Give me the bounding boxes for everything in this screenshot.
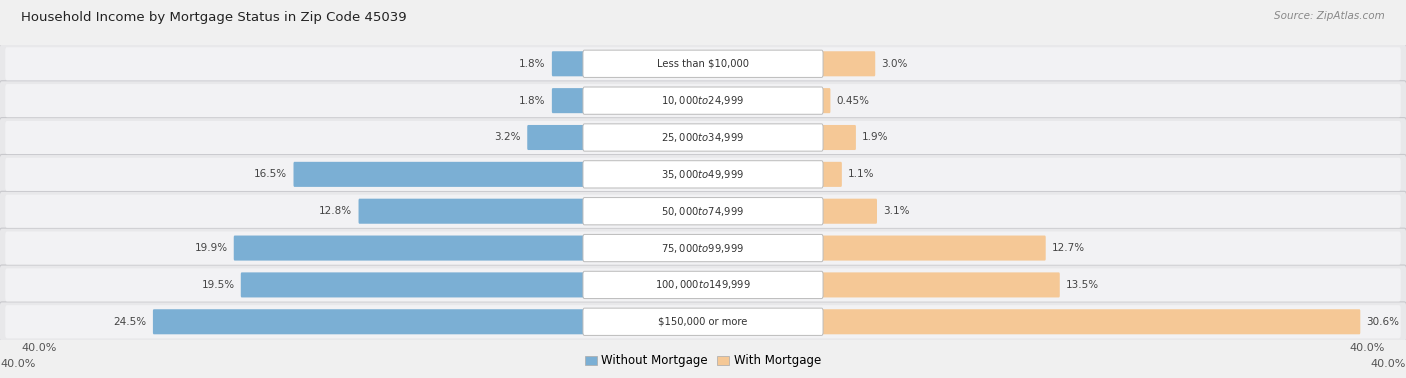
FancyBboxPatch shape [821, 125, 856, 150]
Text: 16.5%: 16.5% [254, 169, 287, 179]
Text: 1.8%: 1.8% [519, 96, 546, 105]
FancyBboxPatch shape [821, 51, 875, 76]
Text: 1.1%: 1.1% [848, 169, 875, 179]
FancyBboxPatch shape [6, 231, 1400, 265]
Text: 40.0%: 40.0% [1350, 343, 1385, 353]
FancyBboxPatch shape [583, 50, 823, 77]
FancyBboxPatch shape [6, 305, 1400, 338]
FancyBboxPatch shape [583, 234, 823, 262]
FancyBboxPatch shape [0, 155, 1406, 194]
Text: 19.9%: 19.9% [194, 243, 228, 253]
FancyBboxPatch shape [6, 121, 1400, 154]
Text: $50,000 to $74,999: $50,000 to $74,999 [661, 205, 745, 218]
Text: $25,000 to $34,999: $25,000 to $34,999 [661, 131, 745, 144]
FancyBboxPatch shape [6, 195, 1400, 228]
FancyBboxPatch shape [0, 81, 1406, 121]
FancyBboxPatch shape [583, 198, 823, 225]
Legend: Without Mortgage, With Mortgage: Without Mortgage, With Mortgage [581, 350, 825, 372]
Text: 40.0%: 40.0% [21, 343, 56, 353]
FancyBboxPatch shape [583, 161, 823, 188]
FancyBboxPatch shape [583, 87, 823, 114]
Text: $35,000 to $49,999: $35,000 to $49,999 [661, 168, 745, 181]
FancyBboxPatch shape [233, 235, 585, 260]
Text: $75,000 to $99,999: $75,000 to $99,999 [661, 242, 745, 254]
FancyBboxPatch shape [153, 309, 585, 334]
Text: $10,000 to $24,999: $10,000 to $24,999 [661, 94, 745, 107]
Text: 24.5%: 24.5% [114, 317, 146, 327]
FancyBboxPatch shape [583, 271, 823, 299]
Text: Less than $10,000: Less than $10,000 [657, 59, 749, 69]
FancyBboxPatch shape [821, 162, 842, 187]
Text: 12.8%: 12.8% [319, 206, 353, 216]
Text: 1.8%: 1.8% [519, 59, 546, 69]
Text: 0.45%: 0.45% [837, 96, 869, 105]
FancyBboxPatch shape [0, 228, 1406, 268]
FancyBboxPatch shape [6, 47, 1400, 81]
FancyBboxPatch shape [821, 199, 877, 224]
FancyBboxPatch shape [583, 308, 823, 335]
Text: $150,000 or more: $150,000 or more [658, 317, 748, 327]
FancyBboxPatch shape [359, 199, 585, 224]
FancyBboxPatch shape [294, 162, 585, 187]
Text: 3.1%: 3.1% [883, 206, 910, 216]
FancyBboxPatch shape [6, 268, 1400, 302]
FancyBboxPatch shape [0, 302, 1406, 342]
FancyBboxPatch shape [0, 44, 1406, 84]
Text: $100,000 to $149,999: $100,000 to $149,999 [655, 279, 751, 291]
Text: 3.0%: 3.0% [882, 59, 908, 69]
Text: 30.6%: 30.6% [1367, 317, 1399, 327]
Text: 19.5%: 19.5% [201, 280, 235, 290]
Text: 40.0%: 40.0% [1371, 359, 1406, 369]
FancyBboxPatch shape [821, 88, 831, 113]
Text: 13.5%: 13.5% [1066, 280, 1099, 290]
FancyBboxPatch shape [0, 265, 1406, 305]
Text: 12.7%: 12.7% [1052, 243, 1085, 253]
FancyBboxPatch shape [821, 273, 1060, 297]
Text: 40.0%: 40.0% [0, 359, 35, 369]
FancyBboxPatch shape [583, 124, 823, 151]
FancyBboxPatch shape [821, 235, 1046, 260]
FancyBboxPatch shape [551, 88, 585, 113]
FancyBboxPatch shape [6, 84, 1400, 117]
Text: 3.2%: 3.2% [495, 133, 522, 143]
FancyBboxPatch shape [6, 158, 1400, 191]
Text: Household Income by Mortgage Status in Zip Code 45039: Household Income by Mortgage Status in Z… [21, 11, 406, 24]
FancyBboxPatch shape [240, 273, 585, 297]
Text: Source: ZipAtlas.com: Source: ZipAtlas.com [1274, 11, 1385, 21]
FancyBboxPatch shape [527, 125, 585, 150]
FancyBboxPatch shape [0, 118, 1406, 157]
FancyBboxPatch shape [0, 191, 1406, 231]
FancyBboxPatch shape [821, 309, 1361, 334]
FancyBboxPatch shape [551, 51, 585, 76]
Text: 1.9%: 1.9% [862, 133, 889, 143]
